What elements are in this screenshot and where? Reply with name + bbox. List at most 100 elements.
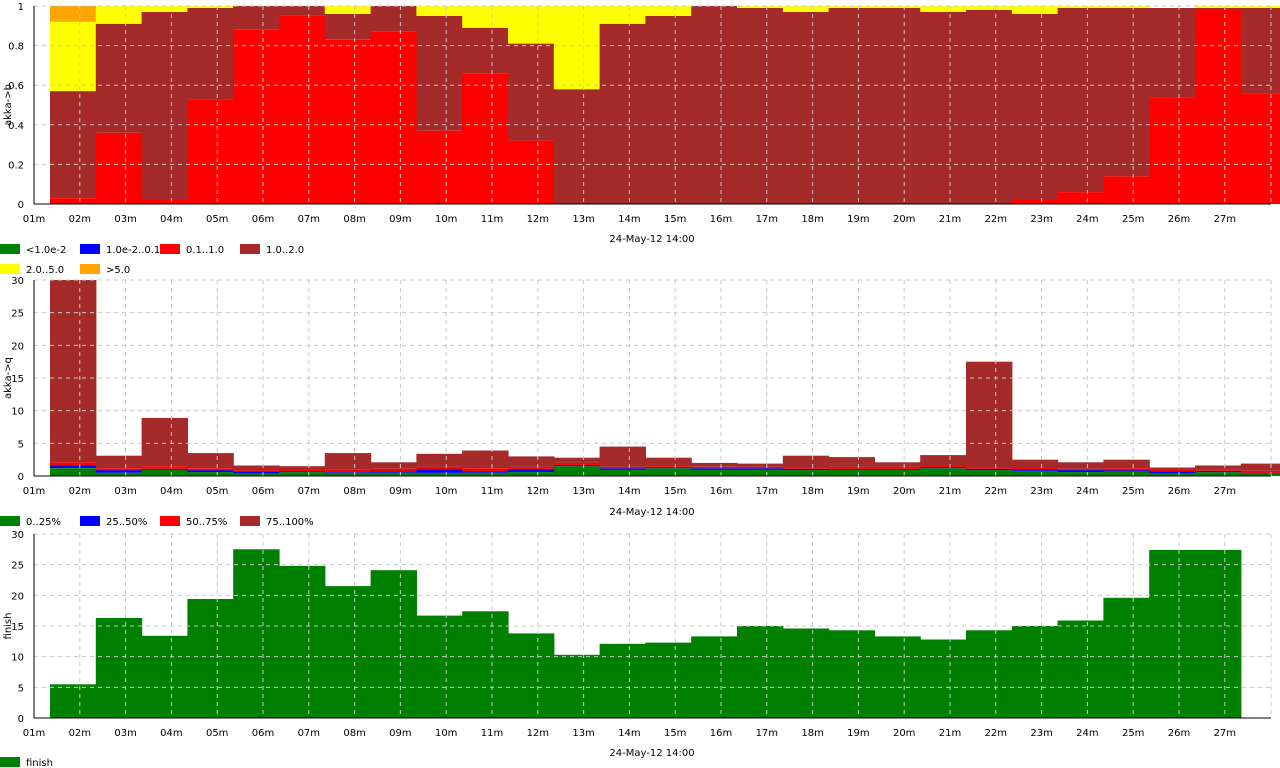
bar-segment-4-16 xyxy=(737,8,784,204)
legend-swatch xyxy=(0,757,20,767)
bar-segment-3-23 xyxy=(1057,468,1104,471)
bar-segment-4-26 xyxy=(1195,8,1242,10)
x-tick-label: 06m xyxy=(252,728,274,739)
bar-segment-3-21 xyxy=(966,467,1013,469)
bar-segment-2-12 xyxy=(553,465,601,467)
bar-segment-5-26 xyxy=(1195,6,1242,8)
bar-segment-3-24 xyxy=(1103,176,1150,204)
bar-segment-2-17 xyxy=(782,468,830,471)
x-tick-label: 01m xyxy=(23,728,45,739)
bar-segment-1-9 xyxy=(416,472,463,476)
x-tick-label: 06m xyxy=(252,214,274,225)
bar-segment-4-20 xyxy=(920,455,967,466)
legend-swatch xyxy=(80,244,100,254)
bar-segment-1-22 xyxy=(1011,470,1059,476)
bar-segment-4-27 xyxy=(1240,463,1280,471)
bar-segment-1-25 xyxy=(1149,549,1196,718)
legend-label: finish xyxy=(26,758,53,768)
x-tick-label: 09m xyxy=(389,728,411,739)
x-tick-label: 26m xyxy=(1168,214,1190,225)
bar-segment-5-4 xyxy=(187,6,234,8)
x-tick-label: 19m xyxy=(847,486,869,497)
x-tick-label: 12m xyxy=(527,214,549,225)
x-tick-label: 17m xyxy=(756,486,778,497)
bar-segment-3-14 xyxy=(645,466,692,468)
legend-item: 0..25% xyxy=(0,516,61,528)
bar-segment-2-27 xyxy=(1240,472,1280,474)
bar-segment-2-7 xyxy=(324,472,372,473)
bar-segment-4-5 xyxy=(233,465,280,471)
bar-segment-2-3 xyxy=(141,468,188,470)
x-tick-label: 03m xyxy=(114,214,136,225)
x-tick-label: 20m xyxy=(893,728,915,739)
x-tick-label: 17m xyxy=(756,214,778,225)
bar-segment-4-5 xyxy=(233,6,280,30)
x-tick-label: 26m xyxy=(1168,728,1190,739)
x-tick-label: 23m xyxy=(1030,728,1052,739)
x-tick-label: 08m xyxy=(343,214,365,225)
x-tick-label: 18m xyxy=(801,728,823,739)
bar-segment-5-2 xyxy=(95,6,143,24)
bar-segment-5-3 xyxy=(141,6,188,12)
x-tick-label: 07m xyxy=(298,214,320,225)
y-axis-label: akka->b xyxy=(3,84,14,126)
x-axis-label: 24-May-12 14:00 xyxy=(609,507,694,518)
bar-segment-1-23 xyxy=(1057,620,1104,718)
y-tick-label: 10 xyxy=(11,653,24,664)
bar-segment-3-2 xyxy=(95,132,143,204)
bar-segment-4-24 xyxy=(1103,459,1150,469)
bar-segment-4-8 xyxy=(370,462,417,469)
legend-label: 25..50% xyxy=(106,517,147,528)
x-tick-label: 08m xyxy=(343,486,365,497)
legend-swatch xyxy=(0,516,20,526)
bar-segment-5-20 xyxy=(920,6,967,12)
y-tick-label: 15 xyxy=(11,622,24,633)
bar-segment-1-15 xyxy=(691,469,738,476)
bar-segment-4-18 xyxy=(828,8,875,204)
bar-segment-4-3 xyxy=(141,11,188,201)
y-tick-label: 20 xyxy=(11,591,24,602)
x-tick-label: 23m xyxy=(1030,486,1052,497)
bar-segment-4-12 xyxy=(553,89,601,204)
legend-label: 1.0e-2..0.1 xyxy=(106,245,160,256)
bar-segment-4-15 xyxy=(691,462,738,467)
bar-segment-1-16 xyxy=(737,626,784,718)
bar-segment-5-18 xyxy=(828,6,875,8)
x-tick-label: 03m xyxy=(114,486,136,497)
bar-segment-2-19 xyxy=(874,468,921,470)
x-tick-label: 04m xyxy=(160,214,182,225)
bar-segment-1-16 xyxy=(737,469,784,476)
x-tick-label: 04m xyxy=(160,728,182,739)
bar-segment-3-10 xyxy=(462,73,509,204)
x-tick-label: 04m xyxy=(160,486,182,497)
bar-segment-1-1 xyxy=(50,468,97,476)
x-tick-label: 09m xyxy=(389,214,411,225)
x-tick-label: 09m xyxy=(389,486,411,497)
bar-segment-1-21 xyxy=(966,470,1013,476)
x-tick-label: 15m xyxy=(664,214,686,225)
bar-segment-1-12 xyxy=(553,654,601,718)
bar-segment-1-6 xyxy=(279,472,326,476)
bar-segment-3-1 xyxy=(50,198,97,204)
bar-segment-3-16 xyxy=(737,466,784,469)
bar-segment-1-10 xyxy=(462,472,509,476)
bar-segment-2-6 xyxy=(279,471,326,473)
x-tick-label: 26m xyxy=(1168,486,1190,497)
bar-segment-4-27 xyxy=(1240,8,1280,94)
legend-swatch xyxy=(240,244,260,254)
x-tick-label: 22m xyxy=(985,728,1007,739)
bar-segment-3-20 xyxy=(920,465,967,468)
bar-segment-3-9 xyxy=(416,130,463,204)
x-tick-label: 24m xyxy=(1076,214,1098,225)
x-tick-label: 01m xyxy=(23,486,45,497)
bar-segment-4-6 xyxy=(279,466,326,470)
chart-3: 0 5 10 15 20 25 30 01m 02m 03m 04m 05m 06m 07m 08m 09m 1… xyxy=(0,530,1272,768)
bar-segment-1-12 xyxy=(553,466,601,476)
bar-segment-4-21 xyxy=(966,361,1013,468)
bar-segment-4-4 xyxy=(187,453,234,469)
bar-segment-1-27 xyxy=(1240,473,1280,476)
bar-segment-2-23 xyxy=(1057,470,1104,473)
bar-segment-5-17 xyxy=(782,6,830,12)
x-tick-label: 19m xyxy=(847,728,869,739)
x-tick-label: 15m xyxy=(664,728,686,739)
